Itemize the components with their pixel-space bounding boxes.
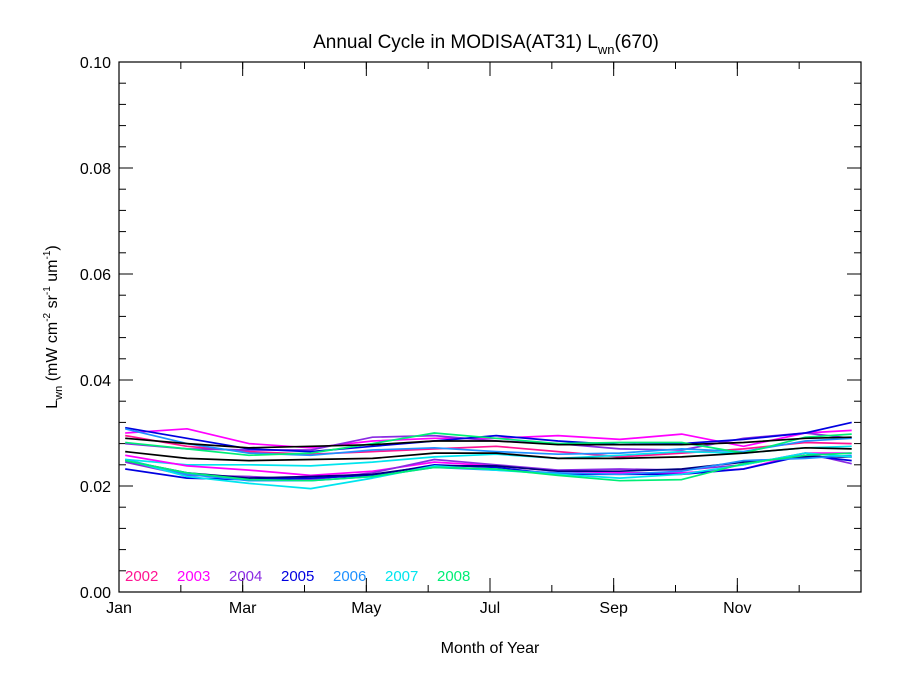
y-tick-label: 0.04 [80, 373, 111, 390]
series-line-2002 [125, 434, 852, 458]
x-tick-label: May [351, 600, 381, 617]
legend: 2002 2003 2004 2005 2006 2007 2008 [125, 568, 470, 585]
series-line-14 [125, 452, 852, 482]
x-tick-label: Mar [229, 600, 257, 617]
series-lines [124, 421, 852, 490]
plot-frame [118, 61, 862, 593]
legend-entry-2002: 2002 [125, 568, 158, 585]
series-line-13 [124, 452, 852, 490]
series-line-16 [125, 436, 852, 449]
y-tick-label: 0.02 [80, 479, 111, 496]
x-tick-label: Jul [480, 600, 500, 617]
y-tick-label: 0.00 [80, 585, 111, 602]
legend-entry-2008: 2008 [437, 568, 470, 585]
series-line-2006 [125, 427, 852, 457]
x-axis-label: Month of Year [441, 640, 540, 657]
y-axis-ticks: 0.00 0.02 0.04 0.06 0.08 0.10 [80, 55, 861, 602]
y-tick-label: 0.06 [80, 267, 111, 284]
series-line-15 [125, 446, 852, 462]
chart-title: Annual Cycle in MODISA(AT31) Lwn(670) [313, 32, 659, 57]
y-tick-label: 0.10 [80, 55, 111, 72]
x-axis-ticks: Jan Mar May Jul Sep Nov [106, 62, 862, 617]
x-tick-label: Nov [723, 600, 751, 617]
legend-entry-2003: 2003 [177, 568, 210, 585]
legend-entry-2005: 2005 [281, 568, 314, 585]
legend-entry-2006: 2006 [333, 568, 366, 585]
series-line-2005 [125, 421, 852, 453]
legend-entry-2004: 2004 [229, 568, 262, 585]
x-tick-label: Jan [106, 600, 132, 617]
y-tick-label: 0.08 [80, 161, 111, 178]
legend-entry-2007: 2007 [385, 568, 418, 585]
series-line-11 [125, 456, 852, 479]
x-tick-label: Sep [599, 600, 628, 617]
y-axis-label: Lwn (mW cm-2 sr-1 um-1) [42, 245, 65, 408]
